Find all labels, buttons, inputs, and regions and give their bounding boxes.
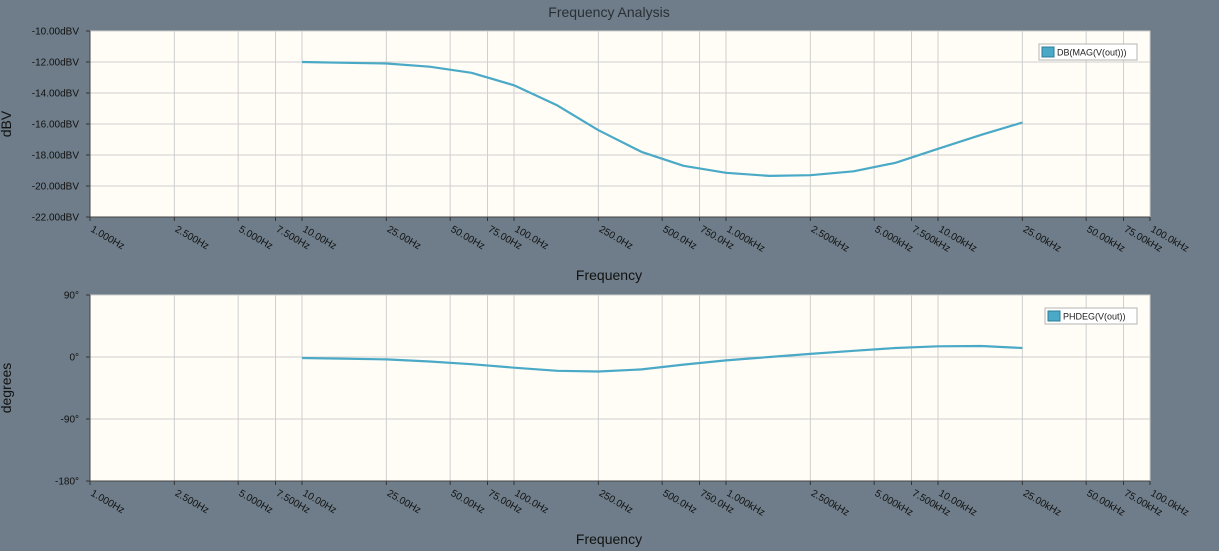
x-axis-title: Frequency xyxy=(576,531,642,547)
y-tick-label: 0° xyxy=(69,353,79,364)
y-tick-label: -22.00dBV xyxy=(32,213,80,224)
y-tick-label: -14.00dBV xyxy=(32,89,80,100)
y-axis-title: dBV xyxy=(0,110,14,137)
x-tick-label: 250.0Hz xyxy=(597,224,635,252)
x-tick-label: 1.000Hz xyxy=(89,488,127,516)
x-tick-label: 2.500kHz xyxy=(809,488,851,519)
x-tick-label: 50.00Hz xyxy=(449,224,487,252)
x-tick-label: 5.000Hz xyxy=(237,224,275,252)
x-tick-label: 25.00kHz xyxy=(1021,224,1063,255)
legend[interactable]: DB(MAG(V(out))) xyxy=(1038,43,1138,61)
legend-label: DB(MAG(V(out))) xyxy=(1057,48,1127,58)
x-tick-label: 2.500Hz xyxy=(173,224,211,252)
legend-swatch xyxy=(1047,310,1061,322)
series-line xyxy=(301,60,1023,177)
x-tick-label: 500.0Hz xyxy=(661,224,699,252)
y-tick-label: -18.00dBV xyxy=(32,151,80,162)
x-tick-label: 5.000kHz xyxy=(873,488,915,519)
x-axis-title: Frequency xyxy=(576,267,642,283)
y-tick-label: -10.00dBV xyxy=(32,27,80,38)
x-tick-label: 5.000Hz xyxy=(237,488,275,516)
y-axis-title: degrees xyxy=(0,363,14,414)
y-tick-label: -90° xyxy=(61,415,79,426)
y-tick-label: 90° xyxy=(64,291,79,302)
chart-title: Frequency Analysis xyxy=(548,4,669,20)
x-tick-label: 25.00Hz xyxy=(385,224,423,252)
series-line xyxy=(301,344,1023,373)
x-tick-label: 2.500Hz xyxy=(173,488,211,516)
legend-box xyxy=(1044,307,1138,325)
y-tick-label: -180° xyxy=(55,477,79,488)
y-tick-label: -20.00dBV xyxy=(32,182,80,193)
x-tick-label: 5.000kHz xyxy=(873,224,915,255)
x-tick-label: 25.00Hz xyxy=(385,488,423,516)
x-tick-label: 500.0Hz xyxy=(661,488,699,516)
x-tick-label: 250.0Hz xyxy=(597,488,635,516)
x-tick-label: 1.000Hz xyxy=(89,224,127,252)
y-tick-label: -16.00dBV xyxy=(32,120,80,131)
legend-box xyxy=(1038,43,1138,61)
x-tick-label: 25.00kHz xyxy=(1021,488,1063,519)
plot-area xyxy=(89,294,1151,482)
x-tick-label: 50.00kHz xyxy=(1085,224,1127,255)
legend-swatch xyxy=(1041,46,1055,58)
x-tick-label: 50.00kHz xyxy=(1085,488,1127,519)
x-tick-label: 50.00Hz xyxy=(449,488,487,516)
x-tick-label: 2.500kHz xyxy=(809,224,851,255)
legend[interactable]: PHDEG(V(out)) xyxy=(1044,307,1138,325)
legend-label: PHDEG(V(out)) xyxy=(1063,312,1126,322)
y-tick-label: -12.00dBV xyxy=(32,58,80,69)
